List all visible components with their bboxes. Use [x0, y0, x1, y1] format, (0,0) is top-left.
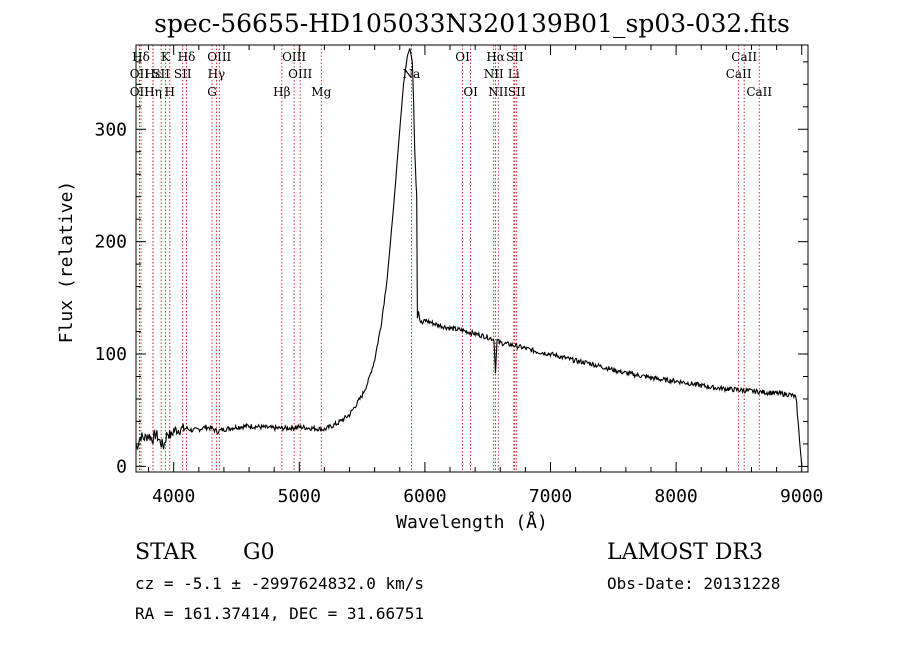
line-label: Hδ — [178, 50, 196, 64]
x-axis-label: Wavelength (Å) — [396, 511, 548, 533]
x-tick-label: 6000 — [403, 486, 446, 507]
y-axis: 0 100 200 300 — [94, 61, 808, 477]
line-label: Hγ — [208, 67, 226, 81]
line-label: OIII — [282, 50, 306, 64]
line-label: SII — [506, 50, 524, 64]
y-tick-label: 300 — [94, 119, 127, 140]
x-tick-label: 5000 — [278, 486, 321, 507]
plot-frame — [135, 44, 809, 473]
line-label: K — [161, 50, 171, 64]
line-label: SII — [152, 67, 170, 81]
line-label: NII — [488, 85, 508, 99]
y-axis-label: Flux (relative) — [56, 181, 77, 344]
line-label: G — [207, 85, 217, 99]
line-label: Hδ — [132, 50, 150, 64]
object-type: STAR — [135, 540, 197, 565]
x-axis: 4000 5000 6000 7000 8000 9000 — [148, 45, 823, 507]
line-label: Hη — [144, 85, 162, 99]
line-label: Mg — [311, 85, 331, 99]
redshift-text: cz = -5.1 ± -2997624832.0 km/s — [135, 574, 424, 593]
chart-title: spec-56655-HD105033N320139B01_sp03-032.f… — [154, 9, 790, 38]
x-tick-label: 8000 — [654, 486, 697, 507]
x-tick-label: 9000 — [780, 486, 823, 507]
line-label: Na — [403, 67, 421, 81]
line-label: H — [165, 85, 175, 99]
line-label: CaII — [746, 85, 772, 99]
line-label: OIII — [288, 67, 312, 81]
line-label: Li — [508, 67, 520, 81]
y-tick-label: 0 — [116, 456, 127, 477]
line-label: CaII — [726, 67, 752, 81]
subclass: G0 — [243, 540, 275, 565]
x-tick-label: 4000 — [152, 486, 195, 507]
y-tick-label: 100 — [94, 344, 127, 365]
line-label: OI — [455, 50, 470, 64]
line-label: OI — [463, 85, 478, 99]
line-label: OIII — [207, 50, 231, 64]
line-markers — [138, 45, 760, 472]
survey-name: LAMOST DR3 — [607, 540, 763, 565]
line-label: OII — [130, 67, 150, 81]
line-label: Hβ — [273, 85, 290, 99]
line-label: Hα — [486, 50, 505, 64]
line-label: SII — [174, 67, 192, 81]
obs-date: Obs-Date: 20131228 — [607, 574, 780, 593]
y-tick-label: 200 — [94, 232, 127, 253]
x-tick-label: 7000 — [529, 486, 572, 507]
line-label: Hε — [145, 67, 162, 81]
line-label: SII — [508, 85, 526, 99]
line-label: OII — [130, 85, 150, 99]
ra-dec-text: RA = 161.37414, DEC = 31.66751 — [135, 604, 424, 623]
line-label: NII — [484, 67, 504, 81]
spectrum-series — [135, 48, 803, 467]
line-label: CaII — [731, 50, 757, 64]
